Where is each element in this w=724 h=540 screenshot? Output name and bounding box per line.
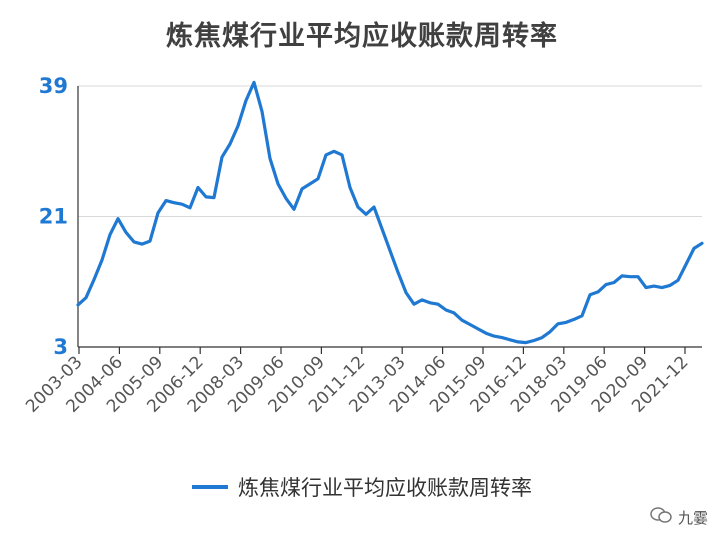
legend-label: 炼焦煤行业平均应收账款周转率: [238, 476, 532, 500]
series-line-layer: [76, 80, 704, 345]
y-tick-labels: 3 21 39: [39, 74, 68, 359]
series-line: [76, 80, 704, 345]
legend: 炼焦煤行业平均应收账款周转率: [0, 472, 724, 502]
grid-lines: [78, 85, 702, 217]
watermark-text: 九霎: [677, 508, 708, 527]
y-tick-label: 39: [39, 74, 68, 98]
chat-bubble-icon: [650, 506, 672, 528]
y-tick-label: 21: [39, 205, 68, 229]
axes: [77, 86, 702, 354]
x-tick-labels: 2003-032004-062005-092006-122008-032009-…: [22, 352, 692, 416]
watermark: 九霎: [650, 506, 708, 528]
chart-title: 炼焦煤行业平均应收账款周转率: [166, 21, 558, 52]
y-tick-label: 3: [53, 335, 68, 359]
legend-swatch: [192, 485, 228, 489]
